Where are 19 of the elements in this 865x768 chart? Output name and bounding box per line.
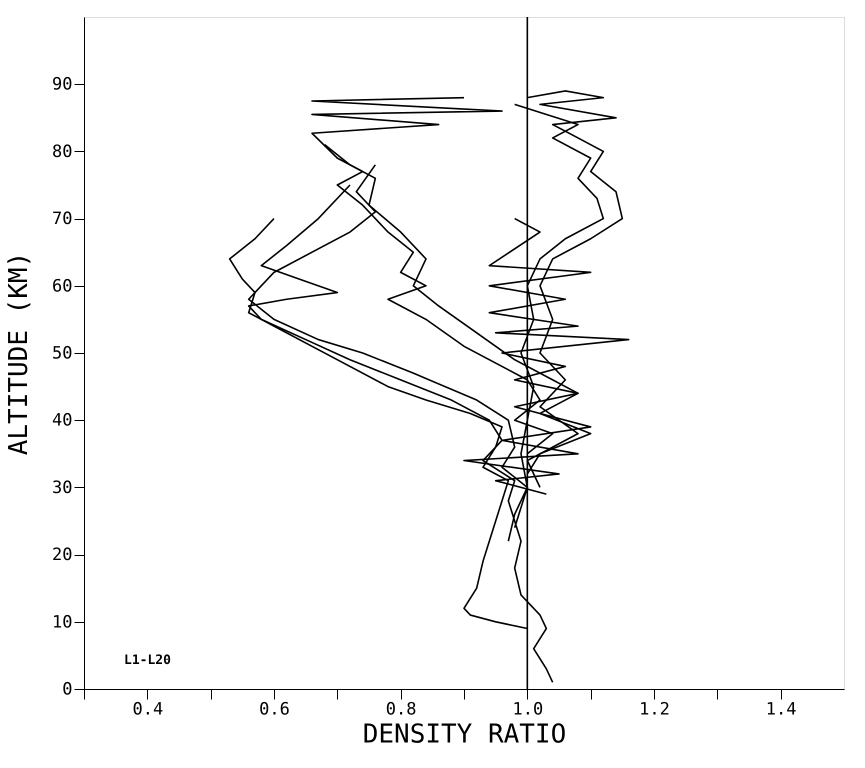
y-tick-label: 80 xyxy=(52,142,72,162)
y-tick-label: 20 xyxy=(52,545,72,566)
x-axis-title: DENSITY RATIO xyxy=(362,720,566,750)
y-tick-label: 60 xyxy=(52,276,72,296)
x-tick-label: 0.4 xyxy=(132,700,164,720)
x-tick-label: 0.6 xyxy=(259,700,290,720)
y-tick-label: 30 xyxy=(52,478,72,498)
x-tick-label: 1.4 xyxy=(766,700,797,720)
x-tick-label: 1.0 xyxy=(512,700,544,720)
x-tick-label: 1.2 xyxy=(639,700,670,720)
y-tick-label: 70 xyxy=(52,209,72,230)
y-tick-label: 50 xyxy=(52,344,72,364)
y-tick-label: 40 xyxy=(52,410,72,431)
annotation: L1-L20 xyxy=(124,653,172,668)
y-tick-label: 90 xyxy=(52,74,72,95)
y-tick-label: 10 xyxy=(52,612,72,632)
x-tick-label: 0.8 xyxy=(386,700,417,720)
y-axis-title: ALTITUDE (KM) xyxy=(4,252,34,456)
y-tick-label: 0 xyxy=(62,680,72,700)
